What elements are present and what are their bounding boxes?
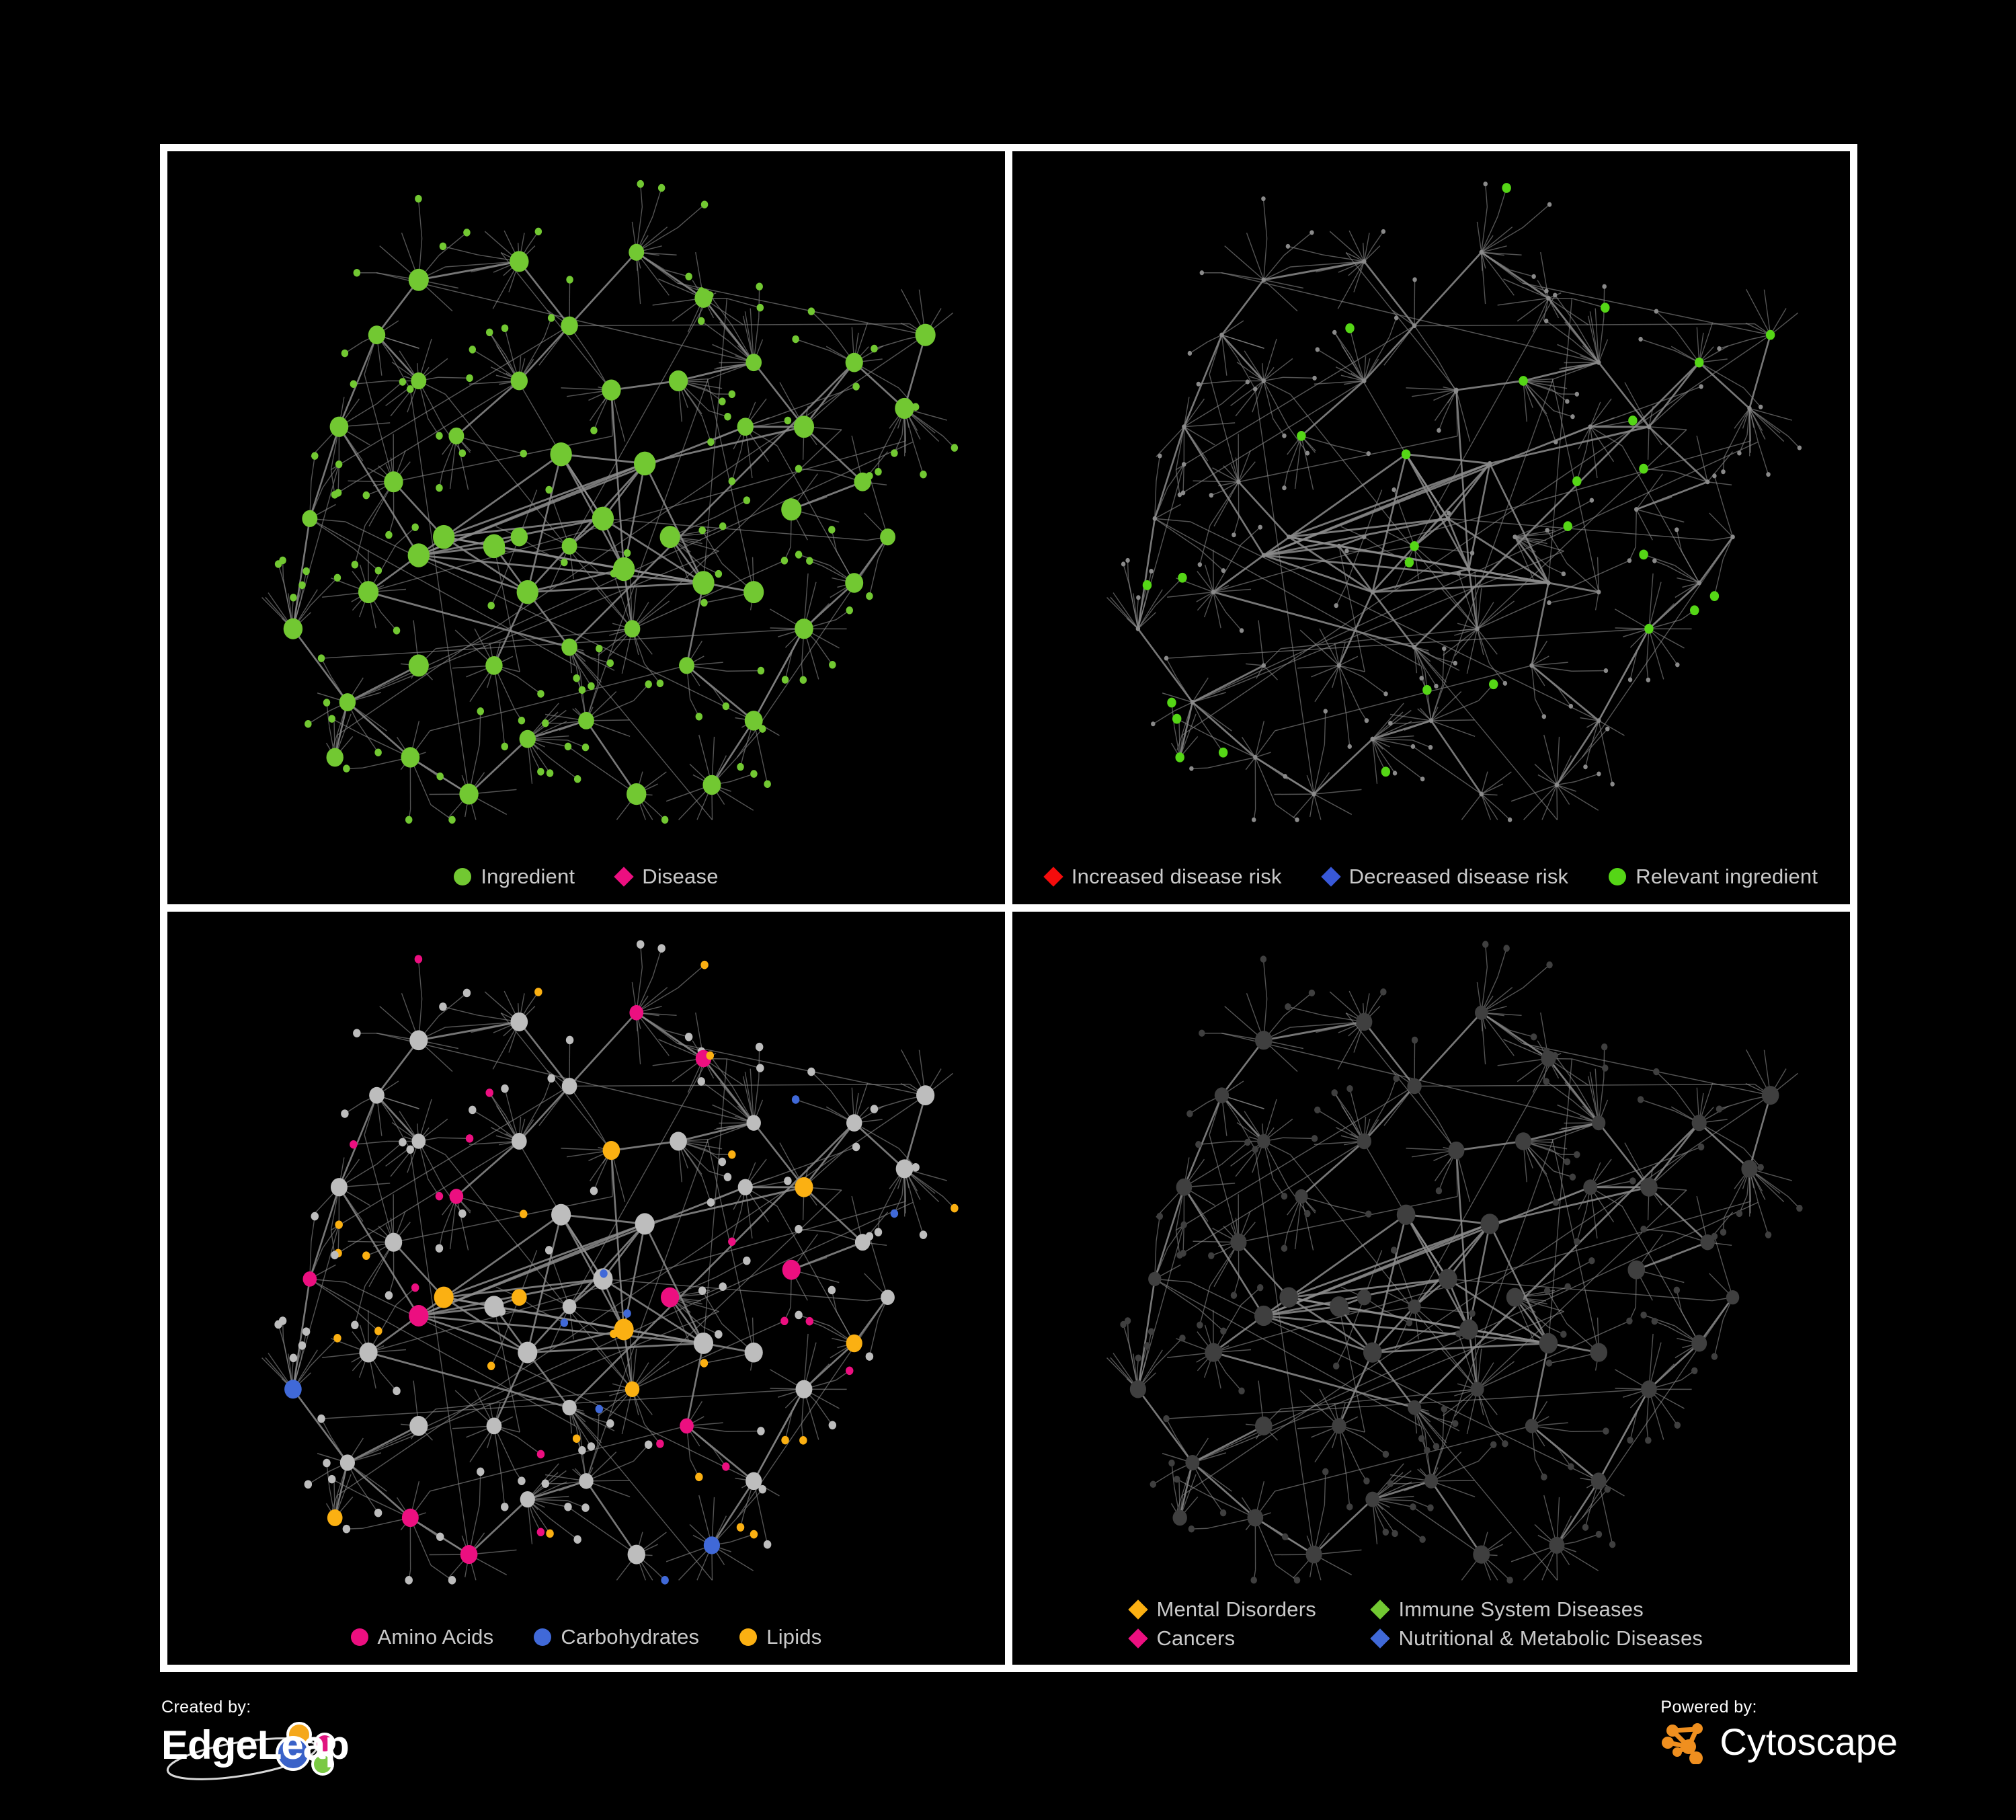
network-canvas-4[interactable] xyxy=(1012,912,1850,1665)
powered-by-kicker: Powered by: xyxy=(1660,1698,1757,1716)
network-canvas-1[interactable] xyxy=(167,151,1005,904)
created-by-branding: Created by: EdgeLeap xyxy=(161,1698,383,1782)
edgeleap-logo[interactable]: EdgeLeap xyxy=(161,1720,383,1782)
cytoscape-graph-icon xyxy=(1662,1723,1703,1764)
powered-by-branding: Powered by: Cytoscape xyxy=(1660,1698,1898,1764)
figure-footer: Created by: EdgeLeap Powered by: xyxy=(0,1677,2016,1820)
panel-disease-risk[interactable]: Increased disease risk Decreased disease… xyxy=(1012,151,1850,904)
figure-frame: Ingredient Disease Increased disease ris… xyxy=(160,144,1857,1672)
created-by-kicker: Created by: xyxy=(161,1698,251,1716)
cytoscape-logo[interactable]: Cytoscape xyxy=(1660,1720,1898,1764)
cytoscape-wordmark: Cytoscape xyxy=(1720,1720,1898,1763)
panel-disease-class[interactable]: Mental Disorders Immune System Diseases … xyxy=(1012,912,1850,1665)
network-canvas-3[interactable] xyxy=(167,912,1005,1665)
panel-nutrient-class[interactable]: Amino Acids Carbohydrates Lipids xyxy=(167,912,1005,1665)
panel-ingredient-disease[interactable]: Ingredient Disease xyxy=(167,151,1005,904)
edgeleap-wordmark: EdgeLeap xyxy=(161,1723,350,1768)
edgeleap-graph-icon xyxy=(166,1722,335,1780)
network-canvas-2[interactable] xyxy=(1012,151,1850,904)
